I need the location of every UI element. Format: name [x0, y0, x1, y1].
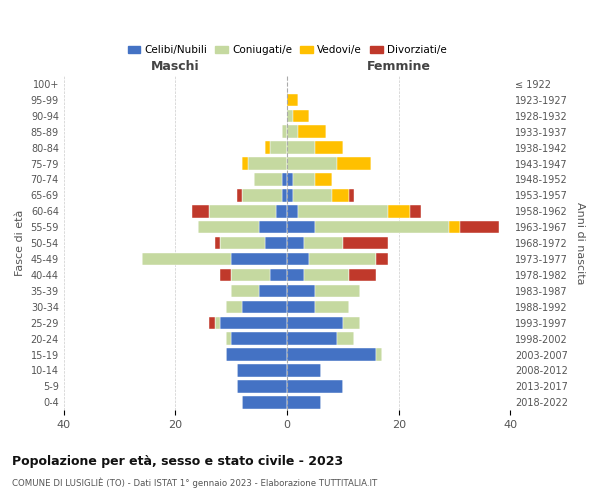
Bar [298, 205, 388, 218]
Bar [310, 253, 376, 266]
Bar [287, 253, 310, 266]
Bar [220, 237, 265, 250]
Bar [237, 189, 242, 202]
Text: Femmine: Femmine [367, 60, 431, 73]
Bar [192, 205, 209, 218]
Y-axis label: Fasce di età: Fasce di età [15, 210, 25, 276]
Bar [460, 221, 499, 234]
Bar [287, 332, 337, 345]
Bar [220, 269, 231, 281]
Bar [287, 348, 376, 361]
Bar [226, 300, 242, 313]
Bar [287, 110, 293, 122]
Bar [388, 205, 410, 218]
Bar [315, 284, 360, 297]
Bar [209, 316, 215, 329]
Bar [304, 269, 349, 281]
Bar [242, 189, 281, 202]
Bar [209, 205, 276, 218]
Bar [349, 269, 376, 281]
Bar [287, 396, 320, 408]
Bar [231, 284, 259, 297]
Bar [332, 189, 349, 202]
Bar [226, 332, 231, 345]
Bar [287, 94, 298, 106]
Bar [287, 221, 315, 234]
Bar [248, 158, 287, 170]
Bar [343, 316, 360, 329]
Bar [315, 174, 332, 186]
Bar [287, 316, 343, 329]
Bar [287, 380, 343, 392]
Bar [315, 300, 349, 313]
Bar [242, 396, 287, 408]
Bar [259, 221, 287, 234]
Bar [259, 284, 287, 297]
Bar [231, 253, 287, 266]
Bar [410, 205, 421, 218]
Bar [287, 174, 293, 186]
Y-axis label: Anni di nascita: Anni di nascita [575, 202, 585, 284]
Bar [287, 237, 304, 250]
Text: Popolazione per età, sesso e stato civile - 2023: Popolazione per età, sesso e stato civil… [12, 455, 343, 468]
Bar [343, 237, 388, 250]
Legend: Celibi/Nubili, Coniugati/e, Vedovi/e, Divorziati/e: Celibi/Nubili, Coniugati/e, Vedovi/e, Di… [124, 41, 451, 60]
Bar [226, 348, 287, 361]
Bar [220, 316, 287, 329]
Bar [287, 142, 315, 154]
Bar [287, 205, 298, 218]
Bar [287, 269, 304, 281]
Bar [298, 126, 326, 138]
Text: Maschi: Maschi [151, 60, 200, 73]
Bar [287, 300, 315, 313]
Bar [265, 237, 287, 250]
Bar [231, 269, 271, 281]
Bar [271, 269, 287, 281]
Bar [287, 158, 337, 170]
Bar [304, 237, 343, 250]
Bar [337, 158, 371, 170]
Bar [293, 110, 310, 122]
Bar [337, 332, 354, 345]
Bar [287, 189, 293, 202]
Bar [231, 332, 287, 345]
Bar [242, 158, 248, 170]
Bar [349, 189, 354, 202]
Bar [287, 126, 298, 138]
Bar [276, 205, 287, 218]
Bar [215, 237, 220, 250]
Bar [254, 174, 281, 186]
Bar [198, 221, 259, 234]
Bar [142, 253, 231, 266]
Bar [281, 126, 287, 138]
Bar [237, 364, 287, 376]
Bar [215, 316, 220, 329]
Bar [287, 364, 320, 376]
Bar [376, 253, 388, 266]
Bar [281, 174, 287, 186]
Bar [449, 221, 460, 234]
Bar [287, 284, 315, 297]
Bar [265, 142, 271, 154]
Bar [237, 380, 287, 392]
Bar [293, 189, 332, 202]
Bar [281, 189, 287, 202]
Bar [315, 142, 343, 154]
Bar [376, 348, 382, 361]
Text: COMUNE DI LUSIGLIÈ (TO) - Dati ISTAT 1° gennaio 2023 - Elaborazione TUTTITALIA.I: COMUNE DI LUSIGLIÈ (TO) - Dati ISTAT 1° … [12, 478, 377, 488]
Bar [271, 142, 287, 154]
Bar [293, 174, 315, 186]
Bar [242, 300, 287, 313]
Bar [315, 221, 449, 234]
